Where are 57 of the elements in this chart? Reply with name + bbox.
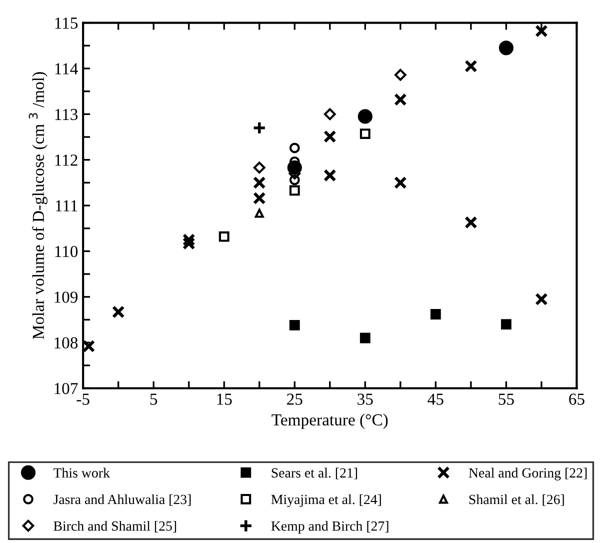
point	[289, 185, 300, 196]
point	[500, 319, 512, 330]
point	[394, 68, 406, 81]
x-tick-label: 15	[217, 394, 232, 405]
point	[253, 162, 266, 174]
y-tick-label: 108	[54, 337, 78, 349]
point	[324, 168, 336, 182]
legend-label: Shamil et al. [26]	[469, 494, 564, 506]
y-tick-label: 111	[56, 200, 78, 212]
point	[360, 332, 370, 344]
point	[324, 130, 336, 143]
point	[535, 24, 548, 38]
legend-label: Neal and Goring [22]	[468, 468, 587, 480]
point	[498, 40, 514, 56]
x-tick-label: 25	[287, 394, 302, 405]
legend-label: Jasra and Ahluwalia [23]	[54, 494, 191, 506]
x-axis-title: Temperature (°C)	[272, 414, 388, 429]
point	[464, 216, 478, 229]
point	[360, 128, 370, 140]
y-tick-label: 112	[55, 154, 78, 166]
y-axis-title: Molar volume of D-glucose (cm $^{3}$ /mol)	[28, 72, 48, 340]
point	[252, 192, 266, 205]
point	[535, 292, 548, 306]
point	[252, 120, 266, 135]
point	[324, 108, 336, 120]
point	[218, 231, 230, 242]
point	[112, 306, 125, 318]
x-tick-label: -5	[76, 394, 90, 405]
legend-label: Birch and Shamil [25]	[54, 520, 176, 532]
y-tick-label: 107	[54, 382, 78, 394]
legend-label: Miyajima et al. [24]	[271, 494, 381, 508]
legend-label: Kemp and Birch [27]	[271, 520, 388, 534]
point	[182, 237, 196, 250]
y-tick-label: 110	[55, 246, 78, 258]
y-tick-label: 109	[54, 292, 78, 303]
point	[82, 340, 96, 353]
x-tick-label: 5	[150, 394, 158, 405]
x-tick-label: 45	[428, 394, 444, 405]
point	[289, 320, 300, 330]
x-tick-label: 65	[569, 394, 584, 405]
point	[252, 176, 266, 190]
point	[430, 309, 441, 320]
point	[394, 93, 407, 106]
y-tick-label: 115	[55, 18, 78, 29]
point	[182, 233, 196, 246]
x-tick-label: 55	[498, 394, 514, 405]
x-tick-label: 35	[358, 394, 373, 405]
point	[358, 109, 372, 124]
point	[289, 142, 300, 154]
y-tick-label: 114	[55, 63, 78, 74]
legend-label: Sears et al. [21]	[272, 468, 358, 480]
point	[289, 174, 300, 186]
y-tick-label: 113	[55, 108, 78, 120]
point	[464, 60, 478, 73]
legend-label: This work	[53, 468, 110, 478]
point	[254, 208, 264, 218]
point	[394, 176, 407, 190]
